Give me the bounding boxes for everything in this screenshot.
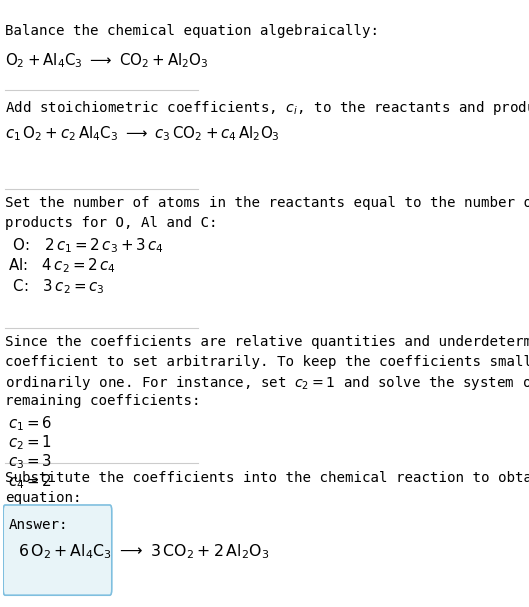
Text: coefficient to set arbitrarily. To keep the coefficients small, the arbitrary va: coefficient to set arbitrarily. To keep … xyxy=(5,354,529,368)
Text: ordinarily one. For instance, set $c_2 = 1$ and solve the system of equations fo: ordinarily one. For instance, set $c_2 =… xyxy=(5,375,529,393)
FancyBboxPatch shape xyxy=(3,505,112,595)
Text: Balance the chemical equation algebraically:: Balance the chemical equation algebraica… xyxy=(5,24,379,38)
Text: Since the coefficients are relative quantities and underdetermined, choose a: Since the coefficients are relative quan… xyxy=(5,335,529,349)
Text: $c_1 = 6$: $c_1 = 6$ xyxy=(8,414,52,433)
Text: $c_1\,\mathrm{O_2} + c_2\,\mathrm{Al_4C_3} \ \longrightarrow \ c_3\,\mathrm{CO_2: $c_1\,\mathrm{O_2} + c_2\,\mathrm{Al_4C_… xyxy=(5,124,280,143)
Text: equation:: equation: xyxy=(5,490,81,504)
Text: $c_2 = 1$: $c_2 = 1$ xyxy=(8,433,52,452)
Text: $c_4 = 2$: $c_4 = 2$ xyxy=(8,472,52,490)
Text: Al: $\ \ 4\,c_2 = 2\,c_4$: Al: $\ \ 4\,c_2 = 2\,c_4$ xyxy=(8,257,116,276)
Text: remaining coefficients:: remaining coefficients: xyxy=(5,395,200,409)
Text: C: $\ \ 3\,c_2 = c_3$: C: $\ \ 3\,c_2 = c_3$ xyxy=(8,277,104,296)
Text: $c_3 = 3$: $c_3 = 3$ xyxy=(8,453,52,472)
Text: Answer:: Answer: xyxy=(8,518,68,532)
Text: $\mathrm{O_2 + Al_4C_3 \ \longrightarrow \ CO_2 + Al_2O_3}$: $\mathrm{O_2 + Al_4C_3 \ \longrightarrow… xyxy=(5,51,209,70)
Text: O: $\ \ 2\,c_1 = 2\,c_3 + 3\,c_4$: O: $\ \ 2\,c_1 = 2\,c_3 + 3\,c_4$ xyxy=(8,236,163,255)
Text: Set the number of atoms in the reactants equal to the number of atoms in the: Set the number of atoms in the reactants… xyxy=(5,197,529,211)
Text: $6\,\mathrm{O_2} + \mathrm{Al_4C_3} \ \longrightarrow \ 3\,\mathrm{CO_2} + 2\,\m: $6\,\mathrm{O_2} + \mathrm{Al_4C_3} \ \l… xyxy=(18,542,269,561)
Text: Add stoichiometric coefficients, $c_i$, to the reactants and products:: Add stoichiometric coefficients, $c_i$, … xyxy=(5,99,529,117)
Text: Substitute the coefficients into the chemical reaction to obtain the balanced: Substitute the coefficients into the che… xyxy=(5,470,529,485)
Text: products for O, Al and C:: products for O, Al and C: xyxy=(5,216,217,230)
